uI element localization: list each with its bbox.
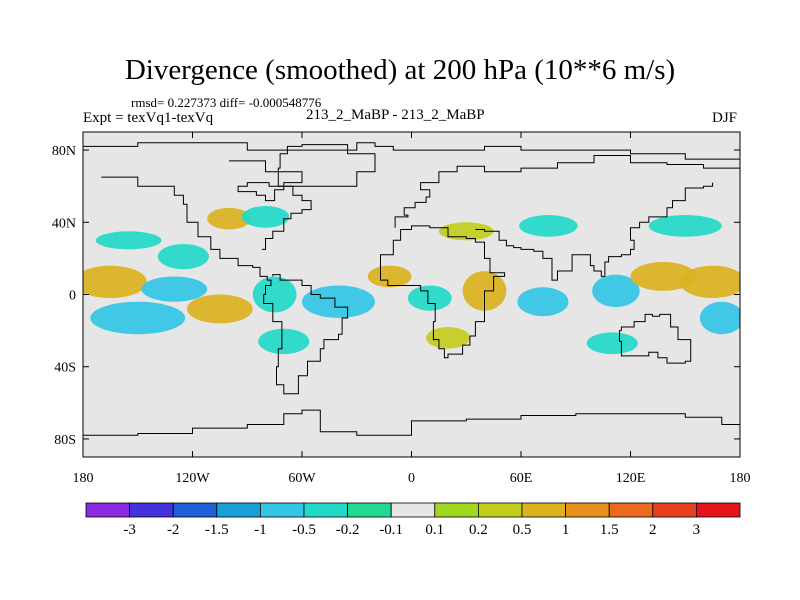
x-tick-label: 180 — [730, 471, 751, 486]
field-feature-3 — [187, 294, 253, 324]
x-tick-label: 120W — [175, 471, 210, 486]
coastline-1 — [101, 176, 349, 395]
colorbar-swatch — [565, 502, 610, 518]
field-feature-5 — [252, 276, 297, 313]
y-tick-label: 40S — [54, 361, 76, 376]
y-tick-label: 40N — [52, 216, 76, 231]
colorbar-label: 0.2 — [469, 522, 488, 538]
field-feature-11 — [592, 274, 640, 308]
chart-title: Divergence (smoothed) at 200 hPa (10**6 … — [124, 54, 676, 86]
field-feature-20 — [648, 215, 722, 237]
field-feature-21 — [258, 328, 310, 355]
field-feature-13 — [679, 265, 740, 299]
colorbar-swatch — [477, 502, 523, 518]
field-feature-14 — [699, 301, 740, 335]
x-tick-label: 120E — [616, 471, 646, 486]
colorbar-label: -3 — [123, 522, 136, 538]
colorbar-swatch — [216, 502, 261, 518]
colorbar-swatch — [521, 502, 566, 518]
coastline-3 — [380, 225, 506, 359]
field-feature-4 — [157, 243, 209, 270]
colorbar-label: 3 — [693, 522, 701, 538]
colorbar-label: 0.5 — [513, 522, 532, 538]
x-tick-label: 180 — [73, 471, 94, 486]
field-feature-2 — [90, 301, 186, 335]
field-feature-0 — [83, 265, 147, 299]
field-feature-7 — [367, 265, 412, 288]
field-feature-12 — [630, 262, 697, 291]
coastline-2 — [229, 160, 312, 250]
field-feature-16 — [241, 206, 290, 228]
field-feature-19 — [519, 215, 578, 237]
stats-label: rmsd= 0.227373 diff= -0.000548776 — [131, 95, 322, 110]
colorbar-label: -0.5 — [292, 522, 316, 538]
colorbar-label: -0.2 — [336, 522, 360, 538]
colorbar-label: -2 — [167, 522, 180, 538]
run-label: 213_2_MaBP - 213_2_MaBP — [306, 107, 485, 123]
colorbar-label: 2 — [649, 522, 657, 538]
season-label: DJF — [712, 110, 738, 126]
y-tick-label: 80S — [54, 433, 76, 448]
colorbar: -3 -2 -1.5 -1 -0.5 -0.2 -0.1 0.1 0.2 0.5 1 1.5 2 3 — [85, 502, 741, 538]
colorbar-swatch — [259, 502, 305, 518]
colorbar-swatch — [85, 502, 130, 518]
colorbar-swatch — [172, 502, 218, 518]
field-feature-1 — [141, 276, 208, 302]
colorbar-swatch — [129, 502, 174, 518]
colorbar-label: -1.5 — [205, 522, 229, 538]
colorbar-swatch — [696, 502, 741, 518]
field-feature-6 — [302, 285, 375, 318]
field-feature-17 — [95, 231, 162, 250]
field-feature-22 — [426, 327, 470, 349]
coastline-7 — [83, 409, 740, 436]
field-feature-10 — [517, 287, 569, 317]
field-layer — [83, 206, 740, 355]
coastline-8 — [277, 144, 376, 187]
field-feature-15 — [207, 207, 251, 230]
x-tick-label: 0 — [408, 471, 415, 486]
coastline-layer — [83, 142, 740, 436]
y-tick-label: 0 — [69, 289, 76, 304]
colorbar-swatch — [652, 502, 697, 518]
colorbar-label: -0.1 — [379, 522, 403, 538]
field-feature-18 — [438, 222, 494, 241]
colorbar-swatch — [347, 502, 392, 518]
x-tick-label: 60W — [288, 471, 316, 486]
colorbar-label: 1 — [562, 522, 570, 538]
colorbar-label: 0.1 — [425, 522, 444, 538]
field-feature-23 — [586, 332, 638, 355]
x-tick-label: 60E — [510, 471, 533, 486]
coastline-5 — [475, 182, 714, 281]
coastline-4 — [394, 155, 740, 228]
experiment-label: Expt = texVq1-texVq — [83, 110, 214, 126]
field-feature-8 — [407, 285, 452, 311]
colorbar-swatch — [434, 502, 479, 518]
axis-layer: 180 120W 60W 0 60E 120E 180 80N 40N 0 40S 80S — [52, 132, 751, 486]
colorbar-swatch — [390, 502, 436, 518]
coastline-6 — [619, 313, 692, 364]
colorbar-swatch — [608, 502, 654, 518]
colorbar-label: 1.5 — [600, 522, 619, 538]
coastline-0 — [83, 142, 740, 165]
colorbar-swatch — [303, 502, 348, 518]
y-tick-label: 80N — [52, 144, 76, 159]
colorbar-label: -1 — [254, 522, 267, 538]
